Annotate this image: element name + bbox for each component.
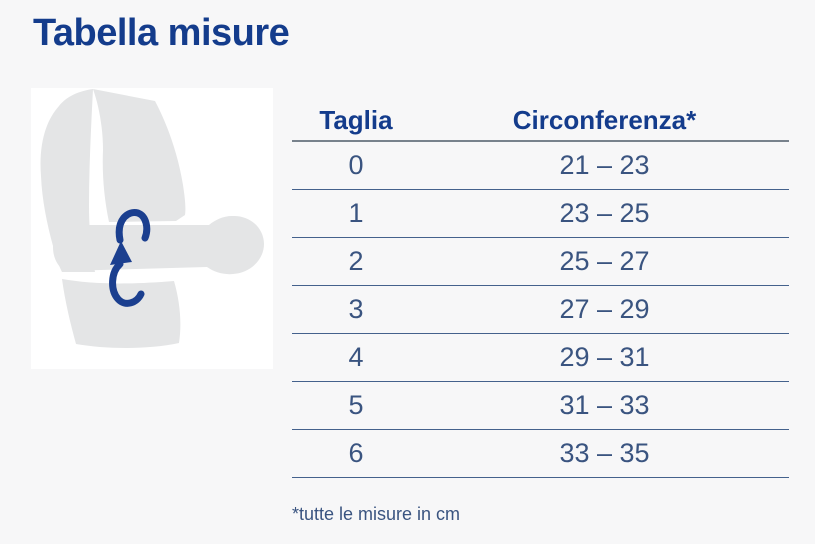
size-cell: 3 bbox=[348, 294, 364, 324]
arm-silhouette-illustration bbox=[40, 89, 264, 348]
circumference-cell: 31 – 33 bbox=[559, 390, 650, 420]
circumference-cell: 29 – 31 bbox=[559, 342, 650, 372]
size-cell: 1 bbox=[348, 198, 364, 228]
size-cell: 6 bbox=[348, 438, 364, 468]
hip-shape bbox=[62, 279, 181, 348]
column-header-taglia: Taglia bbox=[319, 104, 393, 135]
measurement-illustration-box bbox=[31, 88, 273, 369]
table-row: 2 25 – 27 bbox=[292, 238, 789, 286]
table-row: 3 27 – 29 bbox=[292, 286, 789, 334]
circumference-cell: 21 – 23 bbox=[559, 150, 650, 180]
circumference-cell: 27 – 29 bbox=[559, 294, 650, 324]
table-row: 5 31 – 33 bbox=[292, 382, 789, 430]
table-header-row: Taglia Circonferenza* bbox=[292, 100, 789, 142]
table-row: 6 33 – 35 bbox=[292, 430, 789, 478]
torso-chest-shape bbox=[93, 89, 186, 222]
footnote: *tutte le misure in cm bbox=[292, 504, 461, 524]
size-cell: 2 bbox=[348, 246, 364, 276]
table-body: 0 21 – 23 1 23 – 25 2 25 – 27 3 27 – 29 … bbox=[292, 142, 789, 478]
table-row: 4 29 – 31 bbox=[292, 334, 789, 382]
column-header-circonferenza: Circonferenza* bbox=[512, 104, 697, 135]
circumference-cell: 23 – 25 bbox=[559, 198, 650, 228]
size-cell: 4 bbox=[348, 342, 364, 372]
size-cell: 0 bbox=[348, 150, 364, 180]
size-cell: 5 bbox=[348, 390, 364, 420]
table-row: 1 23 – 25 bbox=[292, 190, 789, 238]
size-table: Taglia Circonferenza* 0 21 – 23 1 23 – 2… bbox=[292, 100, 789, 525]
table-row: 0 21 – 23 bbox=[292, 142, 789, 190]
page-title: Tabella misure bbox=[33, 12, 290, 54]
circumference-cell: 33 – 35 bbox=[559, 438, 650, 468]
circular-measure-arrow-icon bbox=[109, 209, 151, 307]
forearm-shape bbox=[53, 215, 264, 275]
circumference-cell: 25 – 27 bbox=[559, 246, 650, 276]
